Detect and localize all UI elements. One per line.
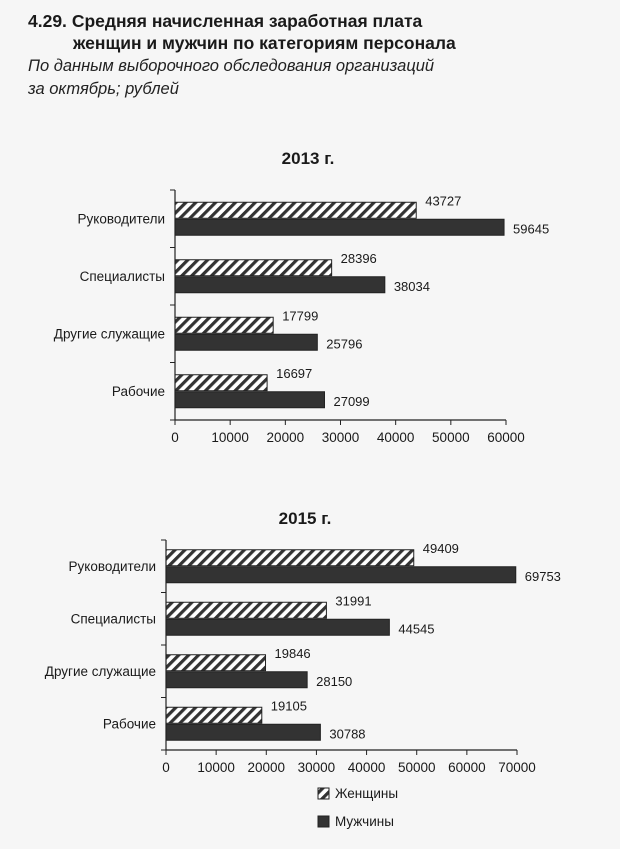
x-tick-label: 60000 xyxy=(448,760,486,775)
chart-2: 2015 г. Руководители 49409 69753 Специалисты… xyxy=(45,509,561,775)
x-tick-label: 70000 xyxy=(498,760,536,775)
chart-title: 2015 г. xyxy=(279,509,332,528)
data-label: 28396 xyxy=(341,251,377,266)
data-label: 25796 xyxy=(326,336,362,351)
x-tick-label: 30000 xyxy=(322,430,360,445)
x-tick-label: 50000 xyxy=(398,760,436,775)
figure-number: 4.29. xyxy=(28,11,67,31)
data-label: 49409 xyxy=(423,541,459,556)
data-label: 19846 xyxy=(275,646,311,661)
x-tick-label: 0 xyxy=(162,760,170,775)
data-label: 69753 xyxy=(525,569,561,584)
chart-1: 2013 г. Руководители 43727 59645 Специалисты… xyxy=(54,149,549,445)
data-label: 43727 xyxy=(425,193,461,208)
category-label: Рабочие xyxy=(112,384,165,399)
chart-title: 2013 г. xyxy=(282,149,335,168)
legend-label-women: Женщины xyxy=(335,786,398,801)
x-tick-label: 40000 xyxy=(348,760,386,775)
category-label: Руководители xyxy=(69,559,156,574)
bar-men xyxy=(174,276,386,294)
data-label: 44545 xyxy=(398,621,434,636)
bar-women xyxy=(174,316,274,334)
x-tick-label: 20000 xyxy=(267,430,305,445)
category-label: Специалисты xyxy=(71,611,156,626)
bar-men xyxy=(174,218,505,236)
bar-women xyxy=(174,374,268,392)
bar-men xyxy=(165,566,517,584)
x-tick-label: 10000 xyxy=(197,760,235,775)
category-label: Специалисты xyxy=(80,269,165,284)
bar-women xyxy=(174,259,333,277)
figure-title-line-2: женщин и мужчин по категориям персонала xyxy=(73,33,456,53)
bar-men xyxy=(174,333,318,351)
legend-swatch-women xyxy=(317,787,330,800)
figure-heading: 4.29. Средняя начисленная заработная пла… xyxy=(28,10,608,100)
x-tick-label: 60000 xyxy=(487,430,525,445)
bar-men xyxy=(165,618,390,636)
bar-men xyxy=(174,391,325,409)
legend: Женщины Мужчины xyxy=(317,786,398,829)
category-label: Другие служащие xyxy=(45,664,156,679)
category-label: Рабочие xyxy=(103,716,156,731)
data-label: 38034 xyxy=(394,279,430,294)
category-label: Другие служащие xyxy=(54,326,165,341)
x-tick-label: 10000 xyxy=(211,430,249,445)
bar-men xyxy=(165,671,308,689)
figure-title-text-1: Средняя начисленная заработная плата xyxy=(71,11,423,31)
data-label: 17799 xyxy=(282,308,318,323)
figure-subtitle-line-1: По данным выборочного обследования орган… xyxy=(28,57,435,75)
data-label: 19105 xyxy=(271,698,307,713)
x-tick-label: 20000 xyxy=(248,760,286,775)
bar-women xyxy=(165,654,267,672)
data-label: 31991 xyxy=(335,593,371,608)
figure-title-line-1: 4.29. Средняя начисленная заработная пла… xyxy=(28,10,608,32)
bar-men xyxy=(165,723,321,741)
x-tick-label: 40000 xyxy=(377,430,415,445)
data-label: 28150 xyxy=(316,674,352,689)
data-label: 16697 xyxy=(276,366,312,381)
x-tick-label: 0 xyxy=(171,430,179,445)
data-label: 30788 xyxy=(329,726,365,741)
bar-women xyxy=(165,549,415,567)
data-label: 59645 xyxy=(513,221,549,236)
category-label: Руководители xyxy=(78,211,165,226)
data-label: 27099 xyxy=(333,394,369,409)
figure-subtitle-line-2: за октябрь; рублей xyxy=(28,80,179,98)
legend-swatch-men xyxy=(317,815,330,828)
bar-women xyxy=(174,201,417,219)
bar-women xyxy=(165,706,263,724)
x-tick-label: 30000 xyxy=(298,760,336,775)
legend-label-men: Мужчины xyxy=(335,814,394,829)
bar-women xyxy=(165,601,327,619)
x-tick-label: 50000 xyxy=(432,430,470,445)
